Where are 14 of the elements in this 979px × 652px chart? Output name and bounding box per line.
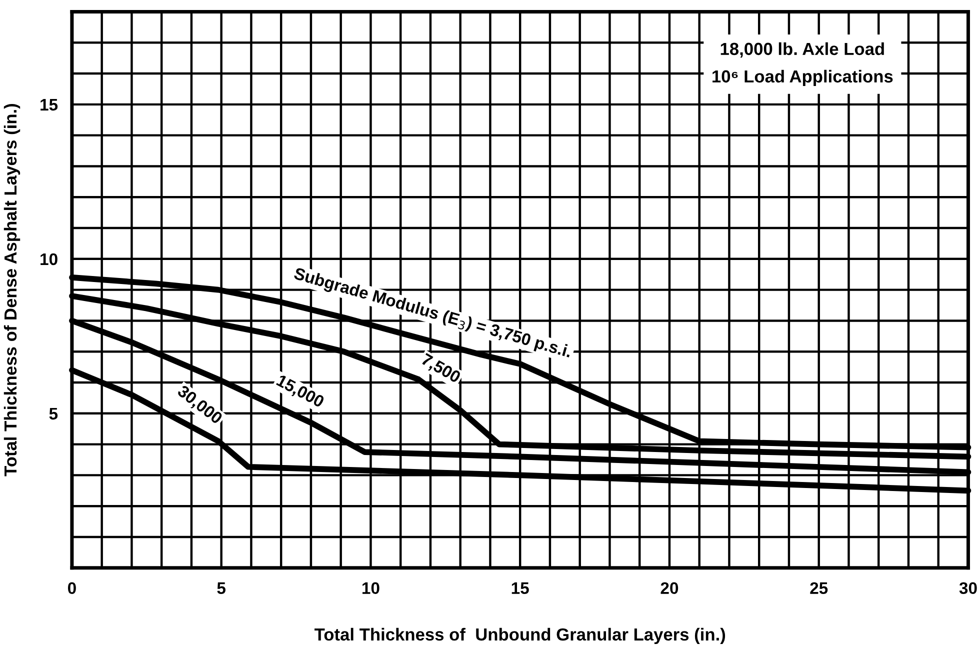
annotation: 18,000 lb. Axle Load: [720, 42, 884, 58]
y-tick-label: 15: [40, 99, 58, 111]
x-tick-label: 10: [362, 582, 380, 594]
y-tick-label: 10: [40, 253, 58, 266]
annotation: 10⁶ Load Applications: [712, 70, 893, 86]
y-axis-title: Total Thickness of Dense Asphalt Layers (in.): [4, 104, 20, 476]
x-tick-label: 15: [512, 582, 529, 594]
x-tick-label: 0: [68, 582, 76, 594]
x-tick-label: 30: [959, 582, 977, 594]
x-tick-label: 20: [660, 582, 678, 594]
x-tick-label: 25: [810, 582, 828, 594]
x-axis-title: Total Thickness of Unbound Granular Layers (in.): [314, 628, 726, 644]
y-tick-label: 5: [49, 408, 58, 420]
x-tick-label: 5: [217, 582, 226, 594]
